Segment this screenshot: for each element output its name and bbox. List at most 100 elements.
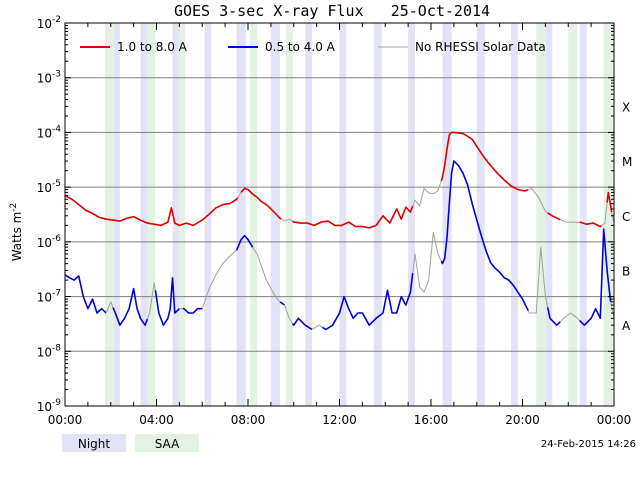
x-tick-label: 00:00 — [597, 413, 632, 427]
series-gap-segment — [560, 219, 580, 223]
x-tick-label: 08:00 — [231, 413, 266, 427]
x-tick-label: 16:00 — [414, 413, 449, 427]
flare-class-label: C — [622, 210, 630, 224]
y-tick-label: 10-6 — [37, 234, 62, 250]
series-line-short — [440, 160, 529, 312]
saa-key-label: SAA — [155, 437, 180, 451]
y-tick-label: 10-9 — [37, 398, 62, 414]
y-tick-base: 10 — [37, 345, 52, 359]
series-line-long — [547, 212, 561, 221]
legend-label: 0.5 to 4.0 A — [265, 40, 336, 54]
series-line-short — [112, 287, 149, 326]
x-tick-label: 12:00 — [322, 413, 357, 427]
series-gap-segment — [146, 282, 156, 320]
series-gap-segment — [412, 180, 442, 207]
y-tick-base: 10 — [37, 72, 52, 86]
night-band — [373, 23, 382, 406]
y-axis-label: Watts m-2 — [9, 203, 24, 262]
y-tick-exponent: -8 — [52, 343, 61, 353]
y-tick-base: 10 — [37, 17, 52, 31]
series-line-long — [64, 194, 239, 227]
night-band — [408, 23, 415, 406]
night-band — [579, 23, 587, 406]
x-tick-label: 04:00 — [139, 413, 174, 427]
saa-band — [603, 23, 613, 406]
y-tick-base: 10 — [37, 291, 52, 305]
series-gap-segment — [528, 187, 548, 214]
y-tick-label: 10-8 — [37, 343, 62, 359]
saa-band — [285, 23, 293, 406]
y-tick-label: 10-2 — [37, 15, 61, 31]
series-gap-segment — [311, 324, 323, 330]
series-line-long — [292, 205, 414, 229]
series-line-long — [579, 221, 602, 228]
y-tick-exponent: -7 — [52, 289, 61, 299]
y-tick-exponent: -5 — [52, 179, 61, 189]
flare-class-label: B — [622, 264, 630, 278]
series-gap-segment — [559, 312, 581, 323]
saa-band — [179, 23, 186, 406]
legend-label: No RHESSI Solar Data — [415, 40, 546, 54]
series-gap-segment — [527, 246, 549, 314]
series-line-long — [606, 191, 613, 213]
tick-layer: 10-910-810-710-610-510-410-310-200:00 04:… — [37, 15, 633, 427]
saa-band — [250, 23, 258, 406]
series-line-short — [546, 307, 561, 326]
y-tick-label: 10-4 — [37, 124, 62, 140]
night-band — [305, 23, 313, 406]
series-gap-segment — [237, 192, 242, 198]
y-axis-label-text: Watts m — [10, 212, 24, 262]
y-tick-exponent: -6 — [52, 234, 61, 244]
series-gap-segment — [280, 218, 293, 222]
flare-class-label: A — [622, 319, 631, 333]
series-gap-segment — [201, 249, 237, 309]
series-gap-segment — [252, 246, 281, 303]
grid-layer — [65, 77, 614, 352]
y-tick-exponent: -3 — [52, 70, 61, 80]
series-line-short — [235, 234, 254, 251]
series-line-short — [321, 273, 414, 331]
saa-band — [568, 23, 578, 406]
night-band — [140, 23, 149, 406]
series-gap-segment — [412, 231, 442, 293]
y-tick-label: 10-7 — [37, 289, 61, 305]
y-tick-exponent: -9 — [52, 398, 61, 408]
night-band — [236, 23, 246, 406]
y-tick-base: 10 — [37, 400, 52, 414]
y-axis-label-exponent: -2 — [9, 203, 19, 212]
saa-band — [147, 23, 156, 406]
flare-class-label: X — [622, 100, 630, 114]
night-key-label: Night — [78, 437, 111, 451]
series-line-short — [291, 317, 313, 331]
chart-title: GOES 3-sec X-ray Flux 25-Oct-2014 — [174, 2, 490, 20]
legend: 1.0 to 8.0 A 0.5 to 4.0 A No RHESSI Solar … — [80, 40, 546, 54]
series-line-short — [64, 274, 107, 314]
y-tick-exponent: -4 — [52, 124, 61, 134]
series-line-long — [240, 187, 282, 220]
night-band — [172, 23, 180, 406]
footer: Night SAA 24-Feb-2015 14:26 — [62, 434, 636, 452]
y-tick-exponent: -2 — [52, 15, 61, 25]
band-layer — [105, 23, 613, 406]
x-tick-label: 00:00 — [48, 413, 83, 427]
flare-class-label: M — [622, 155, 632, 169]
y-tick-label: 10-5 — [37, 179, 61, 195]
generation-timestamp: 24-Feb-2015 14:26 — [541, 439, 636, 450]
y-tick-base: 10 — [37, 181, 52, 195]
y-tick-label: 10-3 — [37, 70, 61, 86]
series-line-short — [579, 228, 612, 326]
night-band — [113, 23, 120, 406]
y-tick-base: 10 — [37, 126, 52, 140]
saa-key-swatch — [135, 434, 199, 452]
saa-band — [536, 23, 546, 406]
night-band — [511, 23, 518, 406]
series-layer — [64, 131, 615, 331]
x-tick-label: 20:00 — [505, 413, 540, 427]
series-line-long — [440, 131, 529, 192]
series-line-short — [279, 301, 286, 306]
series-line-short — [154, 277, 180, 326]
night-key-swatch — [62, 434, 126, 452]
y-tick-base: 10 — [37, 236, 52, 250]
legend-label: 1.0 to 8.0 A — [117, 40, 188, 54]
